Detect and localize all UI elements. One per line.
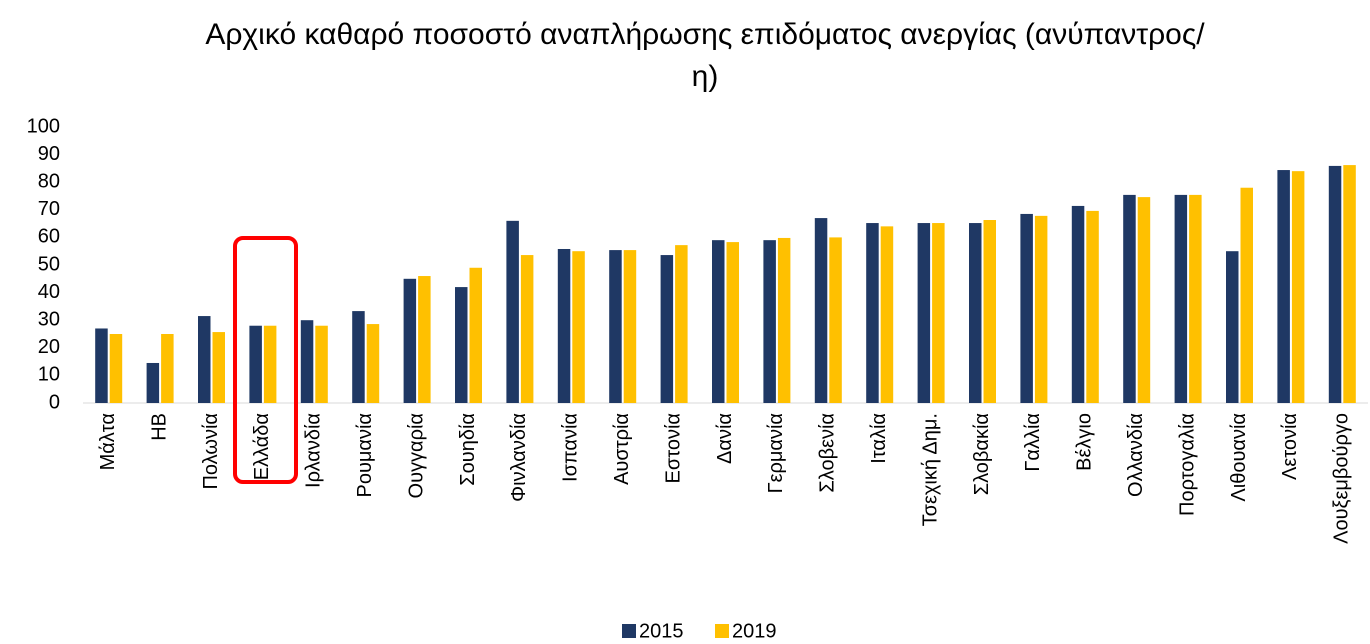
bar [403,278,417,403]
bar [866,223,879,403]
bar [675,245,688,403]
bar [712,240,725,403]
bar [1189,194,1202,403]
bar [1291,171,1305,403]
x-tick-label: Λετονία [1279,413,1301,480]
x-tick-label: Ελλάδα [251,413,273,480]
bar [352,311,365,403]
bar [520,255,534,403]
x-tick-label: Σουηδία [457,413,479,486]
bar [161,334,174,403]
bar [506,220,519,403]
x-tick-label: Αυστρία [611,413,633,485]
x-tick-label: Ισπανία [560,413,582,482]
bar [1343,165,1356,403]
bar [1328,165,1342,403]
bar [1240,187,1253,403]
bar [880,226,894,403]
x-tick-label: Εστονία [662,413,684,483]
x-tick-label: Ουγγαρία [405,413,427,498]
x-tick-label: Ιταλία [868,413,890,464]
bar [366,324,380,403]
y-tick-label: 30 [38,308,60,330]
x-tick-label: Σλοβακία [971,413,993,495]
bar [829,237,842,403]
bar [1020,213,1033,403]
legend-label: 2019 [732,620,777,642]
y-tick-label: 70 [38,198,60,220]
bar [146,362,160,403]
bar [726,242,739,403]
x-tick-label: Ρουμανία [354,413,376,498]
bar [763,240,776,403]
x-tick-label: Γερμανία [765,413,787,493]
x-tick-label: HB [148,413,170,441]
y-tick-label: 20 [38,336,60,358]
bar [198,316,211,403]
bar [469,267,482,403]
chart-title: Αρχικό καθαρό ποσοστό αναπλήρωσης επιδόμ… [205,18,1205,93]
y-tick-label: 10 [38,364,60,386]
bar [1226,251,1239,403]
bar [814,218,828,403]
bar [455,287,468,403]
legend-swatch [622,624,636,638]
bar [777,237,791,403]
x-tick-label: Πολωνία [200,413,222,490]
x-tick-label: Τσεχική Δημ. [919,413,941,526]
x-tick-label: Δανία [714,413,736,464]
legend-swatch [715,624,729,638]
bar [300,320,314,403]
bar [917,223,931,403]
y-tick-label: 40 [38,281,60,303]
x-tick-label: Ολλανδία [1125,413,1147,497]
bar [1086,210,1099,403]
bar [1137,197,1151,403]
highlight-box [233,236,298,484]
bar [212,332,225,403]
x-tick-label: Λουξεμβούργο [1331,413,1353,544]
bar [109,334,123,403]
x-tick-label: Φινλανδία [508,413,530,502]
bar [609,250,622,403]
bar [1174,194,1188,403]
y-tick-label: 50 [38,253,60,275]
bar [315,325,328,403]
x-tick-label: Σλοβενία [817,413,839,493]
bar [1034,215,1048,403]
bar [932,223,945,403]
y-tick-label: 80 [38,170,60,192]
bar [263,325,277,403]
x-tick-label: Πορτογαλία [1176,413,1198,516]
bar [572,251,585,403]
x-tick-label: Μάλτα [97,413,119,470]
bar [1277,170,1290,403]
x-tick-label: Γαλλία [1022,413,1044,472]
bar [1071,205,1085,403]
bar [418,276,431,403]
y-tick-label: 0 [49,391,60,413]
y-tick-label: 90 [38,143,60,165]
y-tick-label: 100 [27,115,60,137]
bar [623,250,637,403]
x-tick-label: Βέλγιο [1074,413,1096,471]
x-tick-label: Ιρλανδία [303,413,325,488]
y-tick-label: 60 [38,226,60,248]
bar [557,248,571,403]
bar [969,223,982,403]
x-tick-label: Λιθουανία [1228,413,1250,502]
legend-label: 2015 [639,620,684,642]
bar [95,328,108,403]
bar [983,220,996,403]
bar [249,325,262,403]
bar [660,255,674,403]
bar [1123,194,1136,403]
